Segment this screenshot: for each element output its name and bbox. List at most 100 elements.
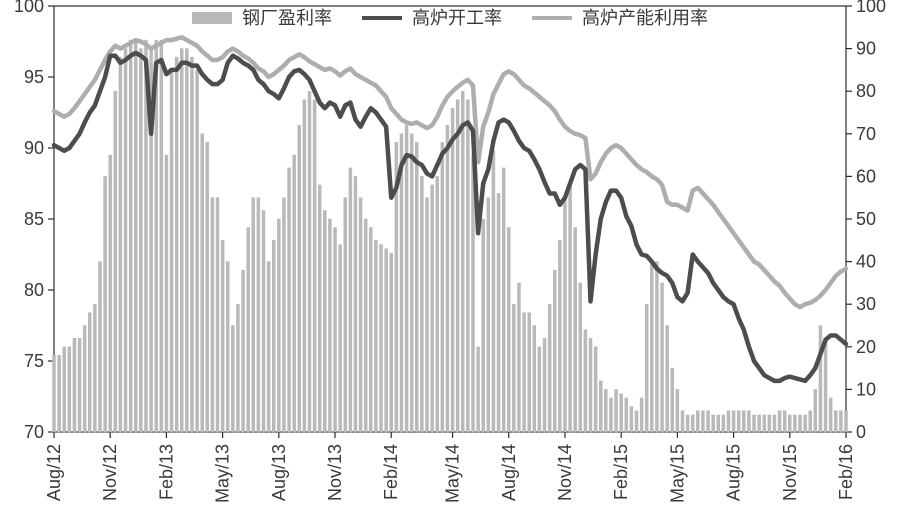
profit-bar xyxy=(129,40,132,432)
profit-bar xyxy=(247,228,250,432)
profit-bar xyxy=(185,49,188,432)
chart-container: 7075808590951000102030405060708090100Aug… xyxy=(0,0,900,522)
profit-bar xyxy=(778,411,781,432)
profit-bar xyxy=(466,100,469,432)
profit-bar xyxy=(788,415,791,432)
legend-swatch-bar xyxy=(192,12,232,24)
profit-bar xyxy=(753,415,756,432)
profit-bar xyxy=(53,355,56,432)
x-tick-label: May/13 xyxy=(213,444,233,503)
profit-bar xyxy=(609,398,612,432)
profit-bar xyxy=(93,304,96,432)
profit-bar xyxy=(615,389,618,432)
profit-bar xyxy=(334,228,337,432)
profit-bar xyxy=(456,100,459,432)
profit-bar xyxy=(308,91,311,432)
profit-bar xyxy=(359,198,362,432)
profit-bar xyxy=(543,338,546,432)
right-tick-label: 40 xyxy=(856,252,876,272)
profit-bar xyxy=(712,415,715,432)
profit-bar xyxy=(553,270,556,432)
profit-bar xyxy=(517,283,520,432)
right-tick-label: 0 xyxy=(856,422,866,442)
profit-bar xyxy=(446,125,449,432)
x-tick-label: Aug/15 xyxy=(724,444,744,501)
profit-bar xyxy=(114,91,117,432)
profit-bar xyxy=(257,198,260,432)
profit-bar xyxy=(410,134,413,432)
profit-bar xyxy=(119,57,122,432)
profit-bar xyxy=(793,415,796,432)
profit-bar xyxy=(839,411,842,432)
profit-bar xyxy=(574,228,577,432)
profit-bar xyxy=(385,249,388,432)
profit-bar xyxy=(165,155,168,432)
profit-bar xyxy=(104,176,107,432)
profit-bar xyxy=(58,355,61,432)
profit-bar xyxy=(497,193,500,432)
profit-bar xyxy=(528,313,531,432)
x-tick-label: May/14 xyxy=(443,444,463,503)
left-tick-label: 100 xyxy=(14,0,44,16)
legend-label: 钢厂盈利率 xyxy=(242,8,332,28)
profit-bar xyxy=(88,313,91,432)
profit-bar xyxy=(431,185,434,432)
profit-bar xyxy=(645,304,648,432)
left-tick-label: 80 xyxy=(24,280,44,300)
profit-bar xyxy=(262,210,265,432)
profit-bar xyxy=(686,415,689,432)
profit-bar xyxy=(124,49,127,432)
profit-bar xyxy=(196,70,199,432)
profit-bar xyxy=(180,49,183,432)
profit-bar xyxy=(83,326,86,433)
right-tick-label: 80 xyxy=(856,81,876,101)
profit-bar xyxy=(190,57,193,432)
profit-bar xyxy=(109,155,112,432)
profit-bar xyxy=(523,313,526,432)
profit-bar xyxy=(640,398,643,432)
profit-bar xyxy=(814,389,817,432)
left-tick-label: 70 xyxy=(24,422,44,442)
profit-bar xyxy=(763,415,766,432)
profit-bar xyxy=(584,330,587,432)
profit-bar xyxy=(809,411,812,432)
right-tick-label: 10 xyxy=(856,379,876,399)
profit-bar xyxy=(482,219,485,432)
profit-bar xyxy=(282,198,285,432)
legend: 钢厂盈利率高炉开工率高炉产能利用率 xyxy=(192,8,708,28)
profit-bar xyxy=(635,411,638,432)
profit-bar xyxy=(206,142,209,432)
profit-bar xyxy=(236,304,239,432)
x-tick-label: Nov/14 xyxy=(555,444,575,501)
x-tick-label: Aug/12 xyxy=(44,444,64,501)
profit-bar xyxy=(369,228,372,432)
profit-bar xyxy=(548,304,551,432)
profit-bar xyxy=(139,49,142,432)
profit-bar xyxy=(211,198,214,432)
profit-bar xyxy=(170,70,173,432)
profit-bar xyxy=(451,108,454,432)
legend-label: 高炉产能利用率 xyxy=(582,8,708,28)
profit-bar xyxy=(420,176,423,432)
profit-bar xyxy=(768,415,771,432)
profit-bar xyxy=(221,240,224,432)
profit-bar xyxy=(742,411,745,432)
profit-bar xyxy=(819,326,822,433)
profit-bar xyxy=(231,326,234,433)
profit-bar xyxy=(783,411,786,432)
profit-bar xyxy=(303,100,306,432)
x-tick-label: Aug/14 xyxy=(499,444,519,501)
right-tick-label: 60 xyxy=(856,166,876,186)
profit-bar xyxy=(426,198,429,432)
profit-bar xyxy=(272,240,275,432)
chart-svg: 7075808590951000102030405060708090100Aug… xyxy=(0,0,900,522)
profit-bar xyxy=(226,262,229,432)
profit-bar xyxy=(834,411,837,432)
profit-bar xyxy=(512,304,515,432)
profit-bar xyxy=(502,168,505,432)
profit-bar xyxy=(364,219,367,432)
profit-bar xyxy=(216,198,219,432)
x-tick-label: Nov/13 xyxy=(325,444,345,501)
profit-bar xyxy=(436,176,439,432)
legend-swatch-line xyxy=(362,16,402,20)
